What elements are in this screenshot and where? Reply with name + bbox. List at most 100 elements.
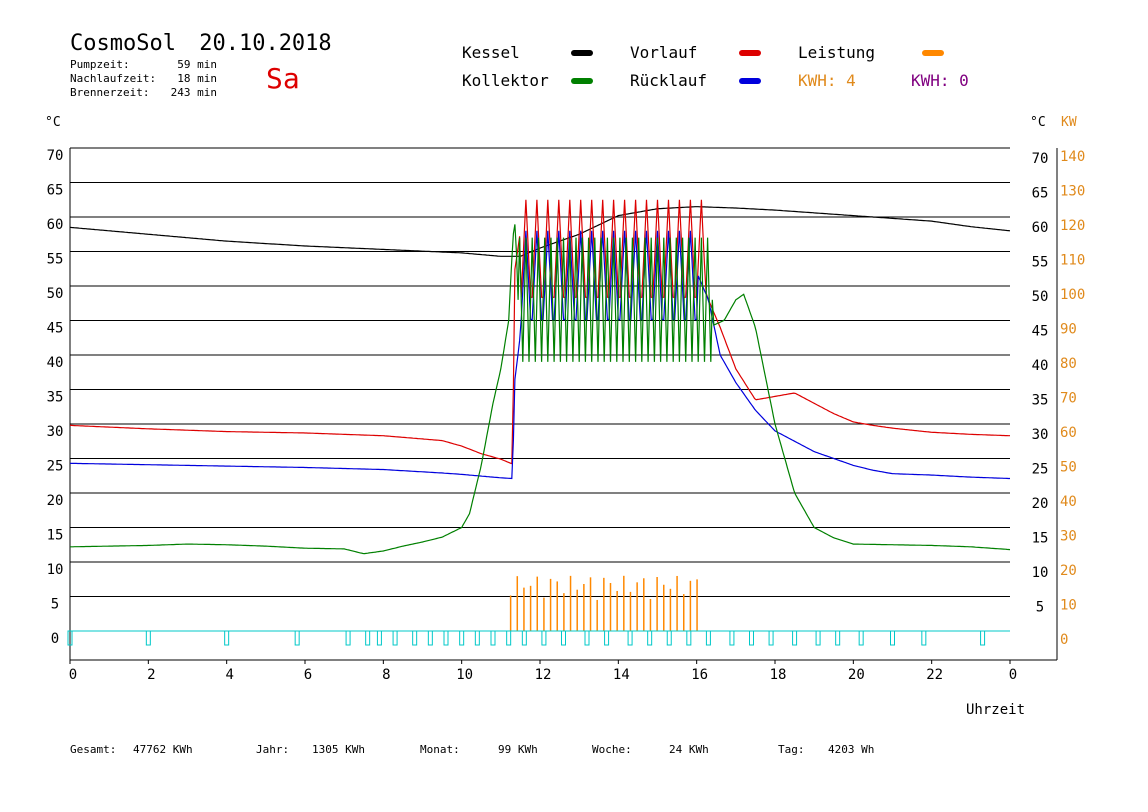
pump-pulse — [768, 630, 774, 646]
y-tick-right-kw: 0 — [1060, 632, 1068, 648]
y-tick-left: 40 — [47, 355, 64, 371]
y-left-unit: °C — [45, 115, 61, 130]
gridlines — [70, 147, 1010, 632]
x-axis-label: Uhrzeit — [966, 702, 1025, 718]
y-tick-left: 10 — [47, 562, 64, 578]
x-tick-label: 16 — [691, 667, 708, 683]
y-tick-left: 30 — [47, 424, 64, 440]
footer-totals: Gesamt: 47762 KWh Jahr: 1305 KWh Monat: … — [70, 743, 874, 756]
y-tick-left: 5 — [51, 597, 59, 613]
legend-kwh-orange: KWH: 4 — [798, 71, 856, 90]
y-tick-left: 55 — [47, 252, 64, 268]
series-line-vorlauf — [70, 199, 1010, 465]
footer-label-woche: Woche: — [592, 743, 632, 756]
pump-pulse — [980, 630, 986, 646]
x-tick-label: 20 — [848, 667, 865, 683]
legend-label-ruecklauf: Rücklauf — [630, 71, 707, 90]
pump-pulse — [858, 630, 864, 646]
y-tick-right-kw: 90 — [1060, 322, 1077, 338]
y-tick-right: 25 — [1032, 462, 1049, 478]
y-tick-right-kw: 10 — [1060, 598, 1077, 614]
x-tick-label: 14 — [613, 667, 630, 683]
stat-label-brennerzeit: Brennerzeit: — [70, 86, 149, 99]
pump-pulse — [729, 630, 735, 646]
y-tick-right: 10 — [1032, 565, 1049, 581]
y-tick-right-kw: 70 — [1060, 391, 1077, 407]
pump-pulse — [666, 630, 672, 646]
x-tick-label: 10 — [456, 667, 473, 683]
pump-pulse — [506, 630, 512, 646]
footer-value-gesamt: 47762 KWh — [133, 743, 193, 756]
x-tick-label: 4 — [225, 667, 233, 683]
x-tick-label: 0 — [1009, 667, 1017, 683]
y-tick-right: 65 — [1032, 186, 1049, 202]
y-tick-left: 20 — [47, 493, 64, 509]
pump-pulse — [815, 630, 821, 646]
x-tick-label: 8 — [382, 667, 390, 683]
stat-value-pumpzeit: 59 min — [177, 58, 217, 71]
y-tick-right-kw: 40 — [1060, 494, 1077, 510]
footer-value-tag: 4203 Wh — [828, 743, 874, 756]
pump-pulse — [921, 630, 927, 646]
stat-label-nachlaufzeit: Nachlaufzeit: — [70, 72, 156, 85]
pump-pulse — [647, 630, 653, 646]
stat-value-brennerzeit: 243 min — [171, 86, 217, 99]
y-tick-right-kw: 80 — [1060, 356, 1077, 372]
y-tick-right-kw: 100 — [1060, 287, 1085, 303]
pump-pulse — [294, 630, 300, 646]
footer-label-tag: Tag: — [778, 743, 805, 756]
pump-pulse — [490, 630, 496, 646]
y-tick-right: 55 — [1032, 255, 1049, 271]
x-tick-label: 6 — [304, 667, 312, 683]
stat-label-pumpzeit: Pumpzeit: — [70, 58, 130, 71]
y-tick-right: 35 — [1032, 393, 1049, 409]
y-tick-left: 0 — [51, 631, 59, 647]
y-tick-right: 60 — [1032, 220, 1049, 236]
x-tick-label: 0 — [69, 667, 77, 683]
y-tick-right: 5 — [1036, 600, 1044, 616]
y-right2-unit: KW — [1061, 115, 1077, 130]
series-line-kessel — [69, 206, 1011, 257]
pump-pulse — [749, 630, 754, 646]
footer-label-jahr: Jahr: — [256, 743, 289, 756]
y-tick-right-kw: 60 — [1060, 425, 1077, 441]
x-tick-label: 2 — [147, 667, 155, 683]
y-tick-right-kw: 120 — [1060, 218, 1085, 234]
pump-pulse — [686, 630, 692, 646]
footer-value-woche: 24 KWh — [669, 743, 709, 756]
x-tick-label: 22 — [926, 667, 943, 683]
pump-pulse — [345, 630, 351, 646]
y-tick-left: 15 — [47, 528, 64, 544]
y-tick-right: 45 — [1032, 324, 1049, 340]
y-tick-left: 50 — [47, 286, 64, 302]
x-tick-label: 12 — [535, 667, 552, 683]
legend: Kessel Vorlauf Leistung Kollektor Rückla… — [462, 43, 969, 90]
y-tick-right-kw: 140 — [1060, 149, 1085, 165]
app-title: CosmoSol 20.10.2018 — [70, 31, 332, 56]
legend-kwh-purple: KWH: 0 — [911, 71, 969, 90]
pump-pulse — [835, 630, 841, 646]
weekday: Sa — [266, 62, 300, 95]
y-tick-right-kw: 50 — [1060, 460, 1077, 476]
y-tick-right: 40 — [1032, 358, 1049, 374]
pump-pulse — [627, 630, 633, 646]
pump-pulse — [392, 630, 398, 646]
stat-value-nachlaufzeit: 18 min — [177, 72, 217, 85]
pump-pulse — [521, 630, 527, 646]
y-tick-left: 70 — [47, 148, 64, 164]
footer-label-gesamt: Gesamt: — [70, 743, 116, 756]
y-tick-left: 60 — [47, 217, 64, 233]
pump-pulse — [459, 630, 465, 646]
footer-value-monat: 99 KWh — [498, 743, 538, 756]
stat-lines: Pumpzeit: 59 min Nachlaufzeit: 18 min Br… — [70, 58, 217, 99]
y-tick-left: 35 — [47, 390, 64, 406]
y-tick-right-kw: 20 — [1060, 563, 1077, 579]
pump-pulse — [584, 630, 590, 646]
pump-pulse — [376, 630, 382, 646]
legend-label-kollektor: Kollektor — [462, 71, 549, 90]
pump-pulse — [412, 630, 418, 646]
pump-pulse — [474, 630, 480, 646]
legend-label-kessel: Kessel — [462, 43, 520, 62]
footer-label-monat: Monat: — [420, 743, 460, 756]
